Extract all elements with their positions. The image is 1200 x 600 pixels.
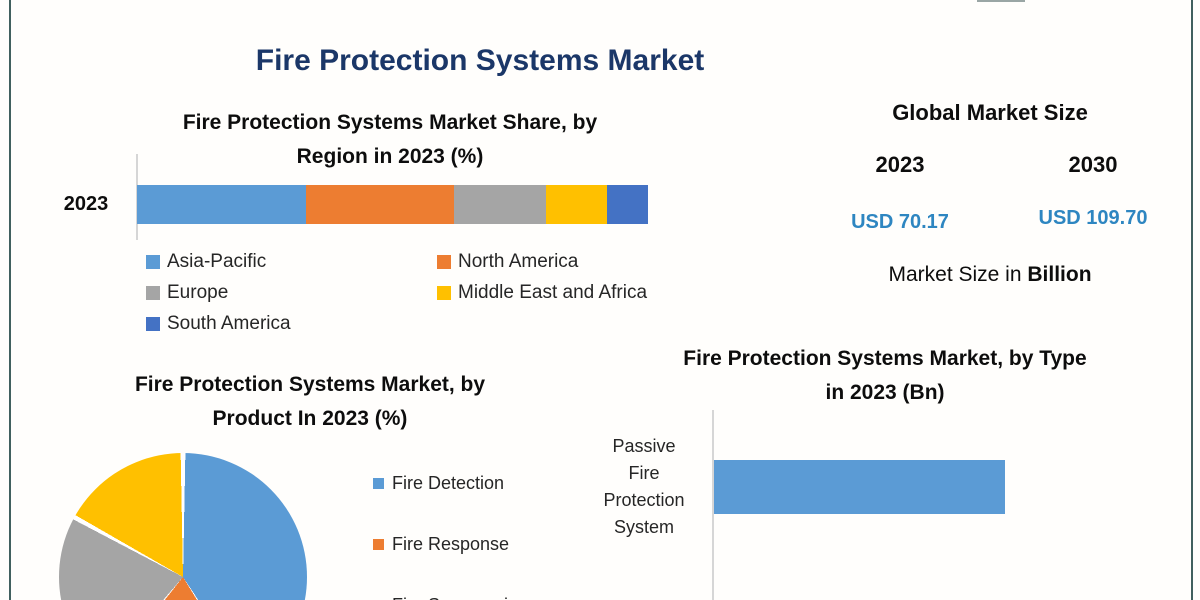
market-size-value-2030: USD 109.70 xyxy=(1038,207,1148,229)
pie-legend-label: Fire Detection xyxy=(392,472,505,493)
type-category-line: Protection xyxy=(603,490,685,510)
bar-segment-north-america xyxy=(305,185,454,224)
legend-label: Europe xyxy=(167,281,229,303)
type-y-axis-line xyxy=(712,410,714,600)
legend-item-europe: Europe xyxy=(146,282,437,303)
legend-swatch-south-america xyxy=(146,316,160,331)
legend-item-asia-pacific: Asia-Pacific xyxy=(146,251,437,272)
product-chart-title-line1: Fire Protection Systems Market, by xyxy=(134,373,486,396)
legend-swatch-asia-pacific xyxy=(146,254,160,269)
legend-label: Asia-Pacific xyxy=(167,250,267,272)
region-category-label: 2023 xyxy=(63,193,109,215)
legend-label: North America xyxy=(458,250,579,272)
legend-item-north-america: North America xyxy=(437,251,686,272)
region-chart-title: Fire Protection Systems Market Share, by… xyxy=(115,106,665,174)
region-chart-title-line2: Region in 2023 (%) xyxy=(296,145,484,168)
pie-legend-label: Fire Suppression xyxy=(392,595,528,600)
pie-legend-item-fire-detection: Fire Detection xyxy=(373,473,504,493)
type-category-line: Passive xyxy=(612,436,676,456)
product-chart-title-line2: Product In 2023 (%) xyxy=(212,407,408,430)
type-category-line: System xyxy=(613,517,674,537)
type-chart-title-line2: in 2023 (Bn) xyxy=(825,381,945,404)
legend-swatch-europe xyxy=(146,285,160,300)
type-category-line: Fire xyxy=(628,463,660,483)
pie-legend-item-fire-suppression: Fire Suppression xyxy=(373,595,528,600)
legend-label: South America xyxy=(167,312,291,334)
region-chart-title-line1: Fire Protection Systems Market Share, by xyxy=(182,111,598,134)
type-chart-title-line1: Fire Protection Systems Market, by Type xyxy=(683,347,1087,370)
left-border-line xyxy=(9,0,11,600)
market-size-note-prefix: Market Size in xyxy=(888,263,1028,286)
market-size-value-2023: USD 70.17 xyxy=(851,211,949,233)
region-stacked-bar xyxy=(137,185,648,224)
pie-legend-item-fire-response: Fire Response xyxy=(373,534,509,554)
market-size-title: Global Market Size xyxy=(892,100,1088,125)
market-size-note-unit: Billion xyxy=(1027,263,1092,286)
bar-segment-south-america xyxy=(607,185,648,224)
pie-legend-swatch-fire-detection xyxy=(373,477,384,489)
pie-legend-label: Fire Response xyxy=(392,533,510,554)
legend-swatch-north-america xyxy=(437,254,451,269)
market-size-note: Market Size in Billion xyxy=(840,263,1140,287)
type-chart-title: Fire Protection Systems Market, by Type … xyxy=(625,342,1145,410)
legend-item-mea: Middle East and Africa xyxy=(437,282,686,303)
right-border-line xyxy=(1191,0,1193,600)
product-pie xyxy=(59,453,307,600)
legend-swatch-mea xyxy=(437,285,451,300)
pie-legend-swatch-fire-response xyxy=(373,538,384,550)
bar-segment-asia-pacific xyxy=(137,185,306,224)
region-legend: Asia-Pacific North America Europe Middle… xyxy=(146,251,686,334)
type-category-label: Passive Fire Protection System xyxy=(588,433,700,541)
type-bar xyxy=(714,460,1005,514)
legend-item-south-america: South America xyxy=(146,313,437,334)
product-chart-title: Fire Protection Systems Market, by Produ… xyxy=(85,368,535,436)
legend-label: Middle East and Africa xyxy=(458,281,648,303)
top-edge-cutoff-mark xyxy=(977,0,1025,2)
market-size-year-2023: 2023 xyxy=(875,152,925,177)
bar-segment-mea xyxy=(545,185,608,224)
bar-segment-europe xyxy=(453,185,546,224)
market-size-year-2030: 2030 xyxy=(1068,152,1118,177)
page-title: Fire Protection Systems Market xyxy=(255,44,705,77)
